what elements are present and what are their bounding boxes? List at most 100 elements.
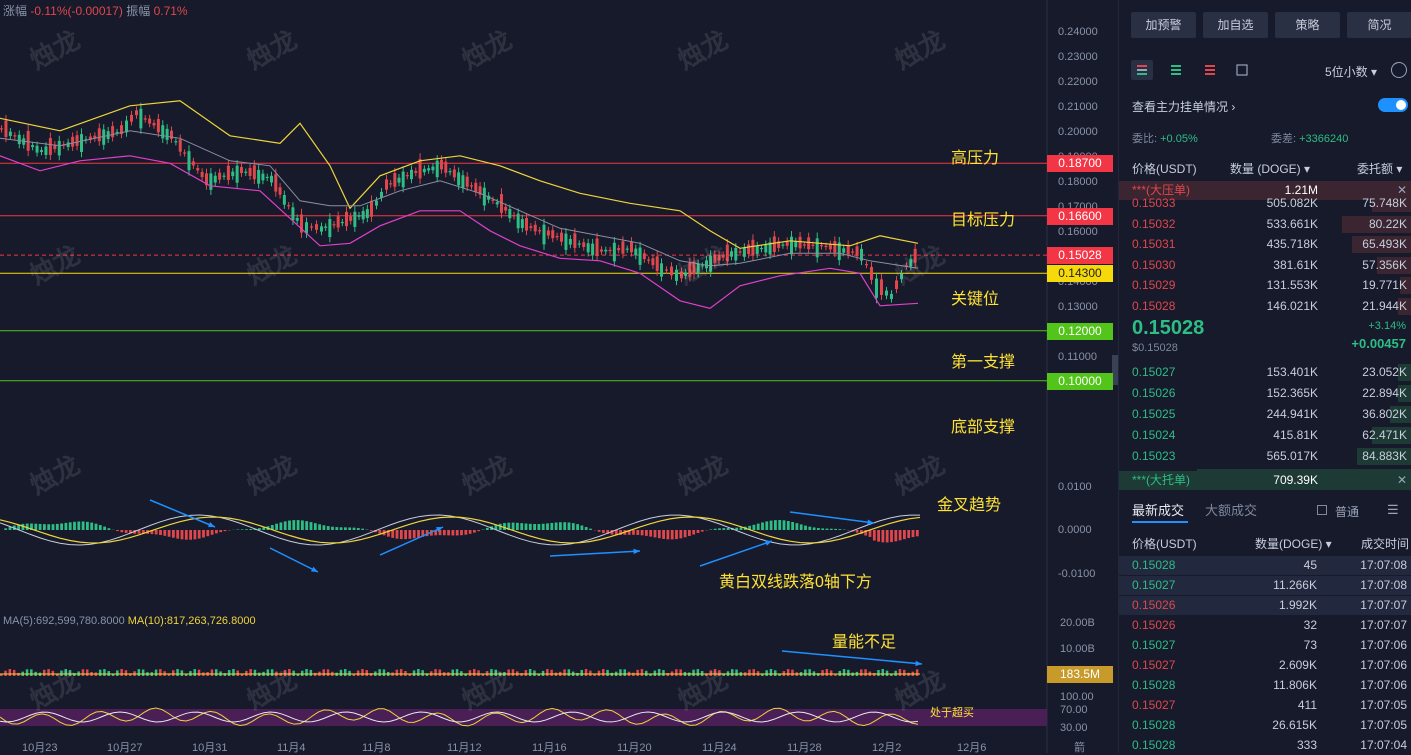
trades-col-qty[interactable]: 数量(DOGE) ▾ (1255, 535, 1332, 552)
volume-bar (886, 671, 889, 676)
expand-icon[interactable] (1231, 60, 1253, 80)
tab-latest-trades[interactable]: 最新成交 (1132, 500, 1184, 519)
candlestick-chart[interactable]: 0.240000.230000.220000.210000.200000.190… (0, 0, 1118, 753)
macd-bar (727, 528, 730, 530)
precision-select[interactable]: 5位小数 ▾ (1325, 63, 1377, 80)
volume-bar (916, 669, 919, 676)
col-qty[interactable]: 数量 (DOGE) ▾ (1230, 160, 1310, 177)
orderbook-panel: 加预警 加自选 策略 简况 5位小数 ▾ 查看主力挂单情况 › 委比: +0.0… (1118, 0, 1411, 753)
candle (76, 135, 79, 146)
macd-bar (529, 524, 532, 530)
candle (842, 248, 845, 252)
macd-bar (770, 521, 773, 530)
macd-bar (903, 530, 906, 539)
price-axis-label: 0.24000 (1058, 26, 1098, 38)
volume-bar (383, 669, 386, 676)
candle (643, 253, 646, 259)
candle (166, 129, 169, 140)
add-favorite-button[interactable]: 加自选 (1203, 12, 1268, 38)
macd-bar (813, 527, 816, 530)
candle (556, 236, 559, 237)
candle (157, 119, 160, 132)
col-price: 价格(USDT) (1132, 160, 1197, 177)
col-total[interactable]: 委托额 ▾ (1357, 160, 1402, 177)
candle (385, 179, 388, 189)
candle (739, 251, 742, 252)
date-axis-label: 10月31 (192, 742, 227, 753)
chart-area[interactable]: 0.240000.230000.220000.210000.200000.190… (0, 0, 1118, 753)
volume-bar (211, 669, 214, 676)
volume-bar (120, 669, 123, 676)
settings-icon[interactable] (1391, 62, 1407, 78)
macd-bar (353, 528, 356, 530)
candle (578, 243, 581, 244)
candle (414, 171, 417, 173)
volume-bar (525, 670, 528, 676)
overview-button[interactable]: 简况 (1347, 12, 1411, 38)
candle (474, 183, 477, 192)
candle (564, 234, 567, 250)
macd-bar (654, 530, 657, 537)
candle (660, 263, 663, 276)
macd-bar (464, 530, 467, 535)
macd-bar (43, 524, 46, 530)
macd-bar (198, 530, 201, 539)
annotation-double-line: 黄白双线跌落0轴下方 (719, 568, 872, 592)
volume-bar (305, 669, 308, 676)
candle (80, 134, 83, 152)
price-tag: 0.10000 (1047, 373, 1113, 390)
macd-bar (684, 530, 687, 537)
candle (496, 202, 499, 204)
big-bid-row[interactable]: ***(大托单) 709.39K ✕ (1119, 471, 1411, 490)
macd-bar (907, 530, 910, 538)
macd-bar (701, 530, 704, 532)
layout-asks-icon[interactable] (1199, 60, 1221, 80)
volume-bar (495, 670, 498, 676)
add-alert-button[interactable]: 加预警 (1131, 12, 1196, 38)
candle (153, 123, 156, 125)
main-orders-toggle[interactable] (1378, 98, 1408, 112)
macd-bar (550, 523, 553, 530)
candle (895, 280, 898, 289)
annotation-bottom-support: 底部支撑 (951, 413, 1015, 437)
macd-bar (370, 530, 373, 531)
volume-bar (254, 670, 257, 676)
view-main-orders-link[interactable]: 查看主力挂单情况 › (1132, 98, 1235, 115)
candle (483, 188, 486, 206)
candle (257, 170, 260, 184)
macd-bar (202, 530, 205, 537)
candle (279, 187, 282, 194)
volume-bar (563, 669, 566, 676)
volume-bar (701, 671, 704, 676)
candle (525, 218, 528, 231)
candle (613, 243, 616, 262)
strategy-button[interactable]: 策略 (1275, 12, 1340, 38)
date-axis-label: 11月8 (362, 742, 391, 753)
candle (573, 233, 576, 248)
candle (315, 224, 318, 230)
volume-bar (215, 669, 218, 676)
normal-checkbox[interactable] (1317, 505, 1327, 515)
macd-bar (318, 524, 321, 530)
volume-bar (232, 669, 235, 676)
macd-bar (323, 525, 326, 530)
filter-icon[interactable]: ☰ (1387, 502, 1399, 518)
layout-both-icon[interactable] (1131, 60, 1153, 80)
candle (634, 249, 637, 256)
layout-bids-icon[interactable] (1165, 60, 1187, 80)
candle (345, 212, 348, 226)
tab-large-trades[interactable]: 大额成交 (1205, 500, 1257, 519)
candle (287, 205, 290, 206)
candle (609, 250, 612, 251)
